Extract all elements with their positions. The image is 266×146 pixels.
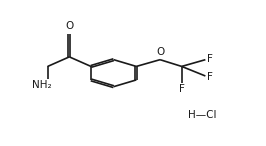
Text: F: F bbox=[207, 72, 213, 81]
Text: F: F bbox=[207, 54, 213, 64]
Text: O: O bbox=[156, 47, 164, 57]
Text: NH₂: NH₂ bbox=[32, 80, 52, 90]
Text: O: O bbox=[65, 21, 73, 31]
Text: F: F bbox=[179, 84, 185, 94]
Text: H—Cl: H—Cl bbox=[188, 110, 217, 120]
